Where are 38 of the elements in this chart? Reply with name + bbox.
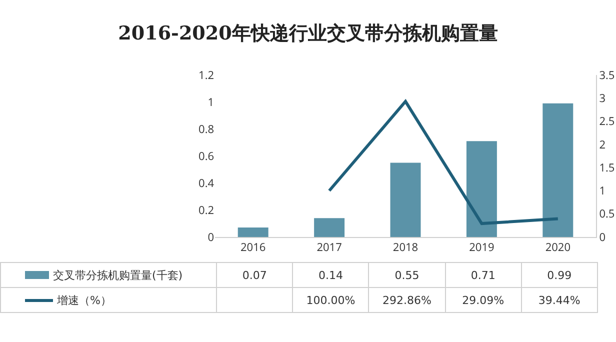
y2-tick-label: 3	[599, 90, 606, 106]
y-tick-label: 0	[208, 230, 214, 245]
y2-tick-label: 1	[599, 184, 606, 199]
y2-tick-label: 3.5	[599, 68, 615, 83]
x-tick-label: 2016	[240, 240, 266, 256]
data-label: 292.86%	[368, 288, 446, 312]
legend-label: 增速（%）	[57, 294, 112, 306]
x-tick-label: 2017	[316, 240, 342, 256]
chart-title: 2016-2020年快递行业交叉带分拣机购置量	[118, 22, 498, 44]
x-tick-label: 2018	[392, 240, 418, 256]
data-label: 0.71	[445, 262, 522, 288]
y-tick-label: 1.2	[198, 68, 214, 83]
bar	[390, 162, 421, 237]
y-tick-label: 0.8	[198, 122, 214, 137]
y2-tick-label: 1.5	[599, 160, 615, 176]
y-tick-label: 0.4	[198, 176, 215, 191]
data-label: 0.99	[521, 262, 598, 288]
y-tick-label: 0.2	[198, 202, 214, 218]
y2-tick-label: 2	[599, 137, 606, 152]
bar	[542, 103, 574, 237]
data-label: 29.09%	[445, 288, 522, 312]
data-label: 0.14	[292, 262, 369, 288]
data-label: 0.07	[216, 262, 293, 288]
line-series	[328, 100, 560, 226]
y2-tick-label: 0	[599, 230, 606, 245]
y2-tick-label: 0.5	[599, 206, 615, 222]
bar	[314, 218, 345, 237]
y-tick-label: 1	[208, 94, 214, 110]
data-label: 0.55	[368, 262, 446, 288]
bar	[238, 228, 268, 237]
legend-label: 交叉带分拣机购置量(千套)	[53, 268, 183, 282]
x-tick-label: 2019	[469, 240, 494, 256]
data-label: 100.00%	[292, 288, 369, 312]
bar	[466, 141, 497, 237]
data-label: 39.44%	[521, 288, 598, 312]
y-tick-label: 0.6	[198, 148, 214, 164]
y2-tick-label: 2.5	[599, 114, 615, 130]
x-tick-label: 2020	[545, 240, 570, 256]
